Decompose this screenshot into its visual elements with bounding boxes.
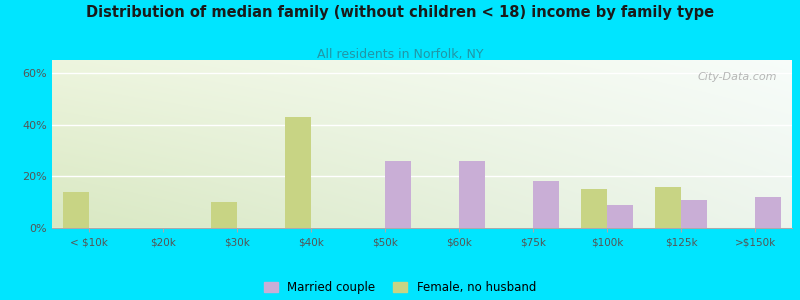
Bar — [385, 161, 411, 228]
Bar — [655, 187, 681, 228]
Bar — [459, 161, 485, 228]
Legend: Married couple, Female, no husband: Married couple, Female, no husband — [264, 281, 536, 294]
Text: All residents in Norfolk, NY: All residents in Norfolk, NY — [317, 48, 483, 61]
Bar — [63, 192, 89, 228]
Bar — [533, 182, 559, 228]
Text: Distribution of median family (without children < 18) income by family type: Distribution of median family (without c… — [86, 4, 714, 20]
Bar — [211, 202, 237, 228]
Text: City-Data.com: City-Data.com — [698, 72, 777, 82]
Bar — [755, 197, 781, 228]
Bar — [681, 200, 707, 228]
Bar — [581, 189, 607, 228]
Bar — [285, 117, 311, 228]
Bar — [607, 205, 633, 228]
